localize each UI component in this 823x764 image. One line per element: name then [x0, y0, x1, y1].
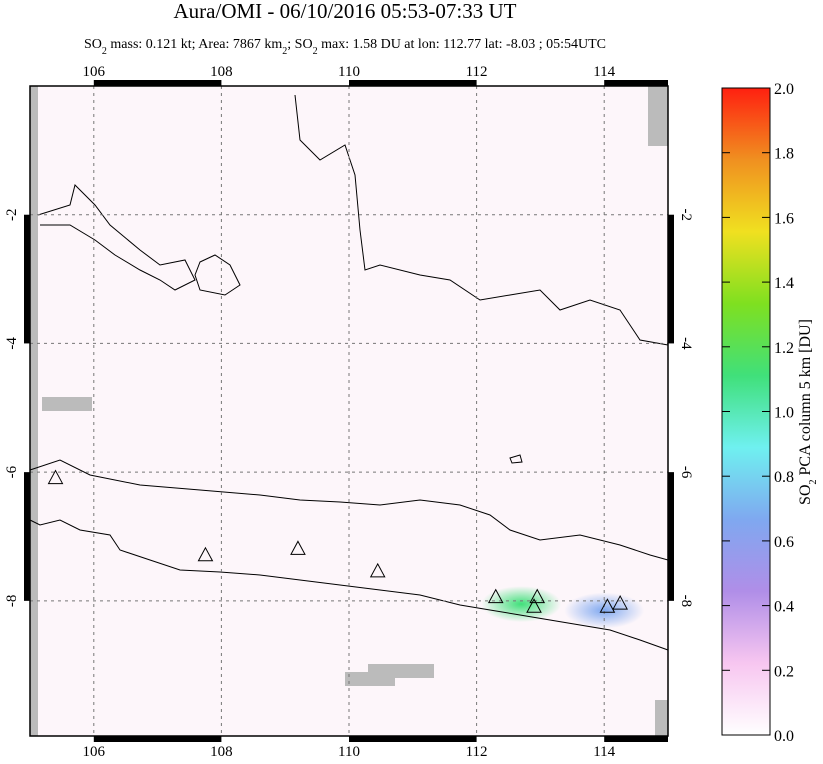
colorbar-tick-label: 0.6 [774, 534, 794, 551]
volcano [599, 598, 616, 613]
x-tick-label: 106 [83, 744, 106, 759]
y-tick-label: -6 [4, 465, 20, 478]
colorbar-tick-label: 1.6 [774, 210, 794, 227]
x-tick-label: 114 [593, 744, 615, 759]
subscript: 2 [808, 480, 819, 485]
text-part: ; SO [287, 37, 312, 52]
frame-bar [93, 736, 222, 742]
x-tick-label: 110 [338, 64, 360, 80]
colorbar-tick-label: 2.0 [774, 81, 794, 98]
volcanoes [47, 469, 628, 613]
text-part: mass: 0.121 kt; Area: 7867 km [107, 37, 282, 52]
colorbar-tick-label: 0.8 [774, 469, 794, 486]
colorbar-tick-label: 0.4 [774, 599, 794, 616]
y-tick-label: -6 [678, 466, 694, 479]
coastlines [29, 94, 669, 651]
colorbar-tick-label: 1.8 [774, 146, 794, 163]
volcano [197, 546, 214, 562]
frame [24, 80, 674, 742]
y-tick-label: -2 [4, 208, 20, 221]
volcano [47, 469, 64, 485]
volcano [369, 562, 386, 578]
y-tick-label: -8 [678, 595, 694, 608]
colorbar-tick-label: 0.2 [774, 663, 794, 680]
x-tick-label: 108 [210, 744, 233, 759]
title: Aura/OMI - 06/10/2016 05:53-07:33 UT [174, 0, 517, 23]
frame-bar [24, 214, 30, 344]
x-tick-label: 114 [593, 64, 615, 80]
text-part: SO [84, 37, 102, 52]
plume [564, 592, 645, 629]
subscript: 2 [313, 46, 318, 57]
volcano [290, 540, 306, 555]
y-tick-label: -4 [4, 337, 20, 350]
colorbar-tick-label: 1.4 [774, 275, 794, 292]
plumes [481, 586, 645, 629]
frame-bar [24, 472, 30, 601]
colorbar-tick-label: 1.0 [774, 405, 794, 422]
y-tick-label: -8 [4, 595, 20, 608]
volcano [612, 595, 628, 610]
plume [481, 586, 562, 623]
map-border [29, 85, 669, 737]
missing-data [30, 86, 668, 736]
subscript: 2 [282, 46, 287, 57]
colorbar-tick-label: 1.2 [774, 340, 794, 357]
colorbar-tick-label: 0.0 [774, 728, 794, 745]
frame-bar [668, 214, 674, 344]
frame-bar [668, 472, 674, 601]
colorbar-ticks: 0.0 0.2 0.4 0.6 0.8 1.0 1.2 1.4 1.6 1.8 2.0 [722, 81, 794, 745]
text-part: SO [797, 485, 814, 505]
x-tick-label: 112 [466, 744, 488, 759]
volcano [487, 588, 504, 604]
text-part: PCA column 5 km [DU] [797, 319, 814, 479]
frame-bar [93, 80, 222, 86]
x-tick-label: 110 [338, 744, 360, 759]
volcano [526, 598, 542, 613]
y-tick-label: -4 [678, 337, 694, 350]
colorbar-label: SO2 PCA column 5 km [DU] [797, 319, 819, 505]
text-part: max: 1.58 DU at lon: 112.77 lat: -8.03 ;… [318, 37, 606, 52]
grid [30, 86, 668, 736]
frame-bar [349, 736, 477, 742]
frame-bar [604, 80, 668, 86]
subtitle: SO2 mass: 0.121 kt; Area: 7867 km2; SO2 … [84, 37, 606, 57]
x-tick-label: 108 [210, 64, 233, 80]
frame-bar [604, 736, 668, 742]
frame-bar [349, 80, 477, 86]
x-tick-label: 112 [466, 64, 488, 80]
x-tick-label: 106 [83, 64, 106, 80]
volcano [529, 588, 546, 604]
subscript: 2 [102, 46, 107, 57]
y-tick-label: -2 [678, 208, 694, 221]
